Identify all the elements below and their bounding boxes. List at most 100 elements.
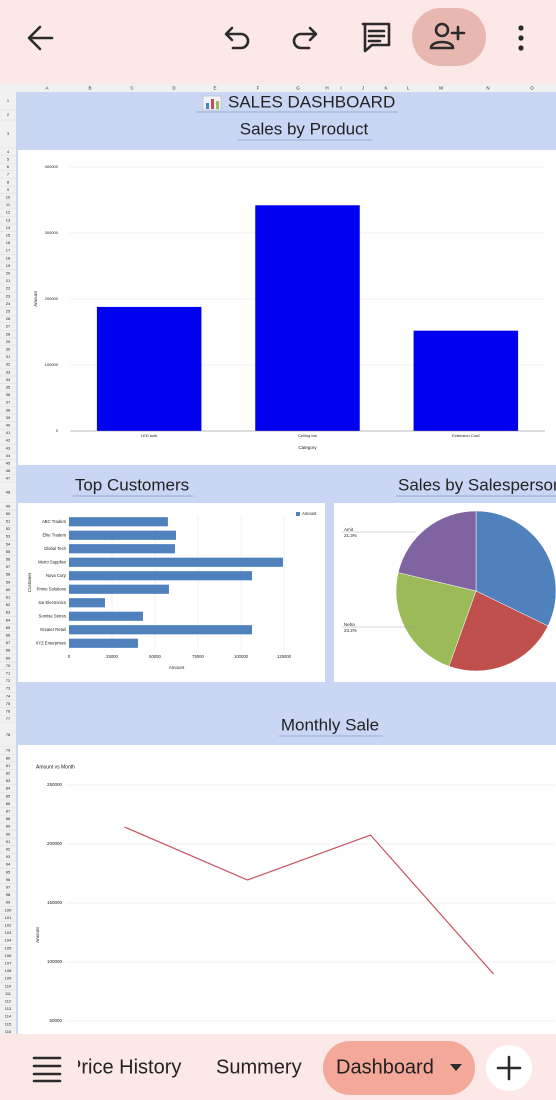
bar (69, 584, 169, 594)
row-header: 63 (6, 610, 11, 615)
row-header: 54 (6, 541, 11, 546)
row-header: 18 (6, 255, 11, 260)
row-header: 90 (6, 831, 11, 836)
row-header: 79 (6, 748, 11, 753)
row-header: 40 (6, 422, 11, 427)
x-tick-label: 25000 (106, 654, 118, 659)
row-header: 105 (5, 945, 12, 950)
row-header: 42 (6, 438, 11, 443)
row-header: 47 (6, 476, 11, 481)
row-header: 13 (6, 217, 11, 222)
y-tick-label: ABC Traders (42, 519, 66, 524)
pie-value-label: 21.3% (344, 533, 357, 538)
redo-button[interactable] (292, 26, 318, 50)
row-header: 38 (6, 407, 11, 412)
row-header: 78 (6, 732, 11, 737)
row-header: 112 (5, 998, 12, 1003)
row-header: 108 (5, 968, 12, 973)
sheet-tab-active[interactable]: Dashboard (336, 1056, 434, 1078)
column-header: H (325, 86, 328, 91)
sheets-menu-button[interactable] (32, 1056, 62, 1083)
row-header: 19 (6, 263, 11, 268)
row-header: 25 (6, 308, 11, 313)
row-header: 64 (6, 617, 11, 622)
y-tick-label: Greater Retail (40, 627, 66, 632)
back-button[interactable] (27, 25, 54, 51)
bar (96, 306, 202, 431)
row-header: 46 (6, 468, 11, 473)
y-tick-label: 200000 (47, 841, 63, 846)
column-header: I (340, 86, 341, 91)
row-header: 95 (6, 869, 11, 874)
column-header: E (213, 86, 216, 91)
x-tick-label: 125000 (277, 654, 292, 659)
row-header: 34 (6, 377, 11, 382)
row-header: 16 (6, 240, 11, 245)
row-header: 36 (6, 392, 11, 397)
bar (69, 557, 283, 567)
row-header: 7 (7, 172, 10, 177)
row-header: 103 (5, 930, 12, 935)
row-header: 66 (6, 632, 11, 637)
row-header: 62 (6, 602, 11, 607)
row-header: 44 (6, 453, 11, 458)
comment-button[interactable] (361, 22, 391, 53)
y-tick-label: XYZ Enterprises (36, 640, 67, 645)
row-header: 1 (7, 98, 10, 103)
row-header: 28 (6, 331, 11, 336)
row-header: 109 (5, 976, 12, 981)
dashboard-title: SALES DASHBOARD (228, 92, 395, 111)
row-header: 70 (6, 663, 11, 668)
row-header: 14 (6, 225, 11, 230)
bar (413, 330, 519, 431)
row-header: 53 (6, 534, 11, 539)
bar (69, 544, 175, 554)
row-header: 110 (5, 983, 12, 988)
row-header: 10 (6, 194, 11, 199)
undo-button[interactable] (224, 26, 250, 50)
row-header: 94 (6, 862, 11, 867)
row-header: 93 (6, 854, 11, 859)
row-header: 6 (7, 164, 10, 169)
column-header: N (486, 86, 489, 91)
chart: Amount vs Month 50000 100000 150000 200000 25… (18, 745, 556, 1034)
column-header: O (530, 86, 534, 91)
column-header: B (88, 86, 91, 91)
add-person-button[interactable] (429, 22, 466, 50)
active-tab[interactable] (323, 1041, 475, 1095)
row-header: 8 (7, 179, 10, 184)
row-header: 77 (6, 716, 11, 721)
chart-area (18, 745, 556, 1034)
column-header: K (384, 86, 387, 91)
y-tick-label: 50000 (49, 1018, 62, 1023)
share-pill[interactable] (412, 8, 486, 66)
tab-dropdown[interactable] (450, 1064, 462, 1071)
row-header: 45 (6, 460, 11, 465)
row-header: 30 (6, 346, 11, 351)
row-header: 58 (6, 572, 11, 577)
chart-subtitle: Amount vs Month (36, 764, 75, 770)
row-header: 99 (6, 900, 11, 905)
more-button[interactable] (518, 25, 524, 51)
sheet-tab[interactable]: Price History (68, 1056, 181, 1078)
row-header: 86 (6, 801, 11, 806)
row-header: 83 (6, 778, 11, 783)
row-header: 56 (6, 556, 11, 561)
row-header: 97 (6, 884, 11, 889)
y-tick-label: Prime Solutions (37, 586, 66, 591)
row-header: 9 (7, 187, 10, 192)
y-tick-label: 100000 (45, 362, 59, 367)
row-header: 74 (6, 693, 11, 698)
row-header: 113 (5, 1006, 12, 1011)
legend-swatch (296, 512, 300, 516)
row-header: 101 (5, 915, 12, 920)
sheet-tab[interactable]: Summery (216, 1056, 302, 1078)
bar (69, 598, 105, 608)
x-tick-label: Ceiling fan (298, 433, 317, 438)
row-header: 21 (6, 278, 11, 283)
row-header: 52 (6, 526, 11, 531)
column-header: A (45, 86, 48, 91)
x-tick-label: 0 (68, 654, 71, 659)
y-tick-label: 150000 (47, 900, 63, 905)
